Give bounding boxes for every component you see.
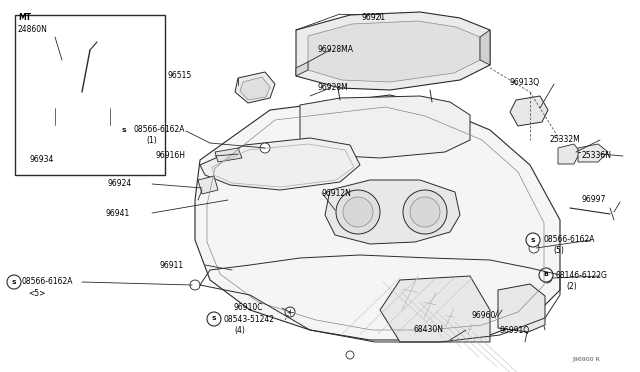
Text: 68430N: 68430N: [414, 326, 444, 334]
Polygon shape: [308, 21, 480, 82]
Circle shape: [190, 280, 200, 290]
Text: 25332M: 25332M: [550, 135, 580, 144]
Polygon shape: [426, 102, 446, 110]
Text: 08566-6162A: 08566-6162A: [543, 235, 595, 244]
Circle shape: [542, 273, 552, 283]
Text: 08543-51242: 08543-51242: [224, 314, 275, 324]
Polygon shape: [235, 72, 275, 103]
Polygon shape: [330, 100, 350, 108]
Polygon shape: [296, 62, 308, 76]
Polygon shape: [55, 108, 110, 132]
Circle shape: [207, 312, 221, 326]
Text: 96991Q: 96991Q: [500, 326, 530, 334]
Text: 96960: 96960: [472, 311, 497, 321]
Text: 96997: 96997: [581, 196, 605, 205]
Text: 96921: 96921: [362, 13, 386, 22]
Text: S: S: [212, 317, 216, 321]
Polygon shape: [40, 68, 145, 93]
Text: MT: MT: [18, 13, 31, 22]
Polygon shape: [240, 77, 270, 100]
Polygon shape: [380, 276, 490, 342]
Circle shape: [343, 197, 373, 227]
Text: (4): (4): [234, 326, 245, 334]
Text: 08566-6162A: 08566-6162A: [22, 278, 74, 286]
Text: 25336N: 25336N: [581, 151, 611, 160]
Text: (2): (2): [566, 282, 577, 291]
Circle shape: [336, 190, 380, 234]
Polygon shape: [40, 80, 80, 163]
Text: 96515: 96515: [167, 71, 191, 80]
Polygon shape: [578, 144, 608, 162]
Polygon shape: [25, 148, 155, 168]
Text: <5>: <5>: [28, 289, 45, 298]
Text: 96928M: 96928M: [318, 83, 349, 93]
Polygon shape: [325, 180, 460, 244]
Polygon shape: [215, 148, 242, 162]
Text: 96912N: 96912N: [322, 189, 352, 198]
Circle shape: [117, 123, 131, 137]
FancyBboxPatch shape: [15, 15, 165, 175]
Text: 96916H: 96916H: [156, 151, 186, 160]
Polygon shape: [296, 12, 490, 90]
Polygon shape: [40, 68, 145, 163]
Polygon shape: [498, 284, 545, 332]
Polygon shape: [195, 95, 560, 340]
Text: 96924: 96924: [108, 179, 132, 187]
Polygon shape: [300, 96, 470, 158]
Circle shape: [539, 268, 553, 282]
Text: 96934: 96934: [30, 155, 54, 164]
Circle shape: [7, 275, 21, 289]
Text: 96913Q: 96913Q: [510, 77, 540, 87]
Text: 08146-6122G: 08146-6122G: [556, 270, 608, 279]
Polygon shape: [480, 30, 490, 65]
Text: 08566-6162A: 08566-6162A: [134, 125, 186, 135]
Text: 24860N: 24860N: [18, 26, 48, 35]
Text: 96911: 96911: [159, 260, 183, 269]
Circle shape: [526, 233, 540, 247]
Text: (1): (1): [146, 137, 157, 145]
Polygon shape: [200, 138, 360, 190]
Text: S: S: [531, 237, 535, 243]
Polygon shape: [510, 96, 548, 126]
Circle shape: [346, 351, 354, 359]
Text: 96941: 96941: [105, 208, 129, 218]
Circle shape: [285, 307, 295, 317]
Polygon shape: [85, 38, 103, 48]
Text: B: B: [543, 273, 548, 278]
Circle shape: [410, 197, 440, 227]
Text: 96928MA: 96928MA: [318, 45, 354, 55]
Circle shape: [529, 243, 539, 253]
Text: S: S: [122, 128, 126, 132]
Text: J96900 R: J96900 R: [572, 357, 600, 362]
Polygon shape: [198, 176, 218, 194]
Text: 96910C: 96910C: [234, 304, 264, 312]
Text: (5): (5): [553, 247, 564, 256]
Circle shape: [260, 143, 270, 153]
Text: S: S: [12, 279, 16, 285]
Polygon shape: [558, 144, 580, 164]
Circle shape: [403, 190, 447, 234]
Polygon shape: [100, 60, 145, 80]
